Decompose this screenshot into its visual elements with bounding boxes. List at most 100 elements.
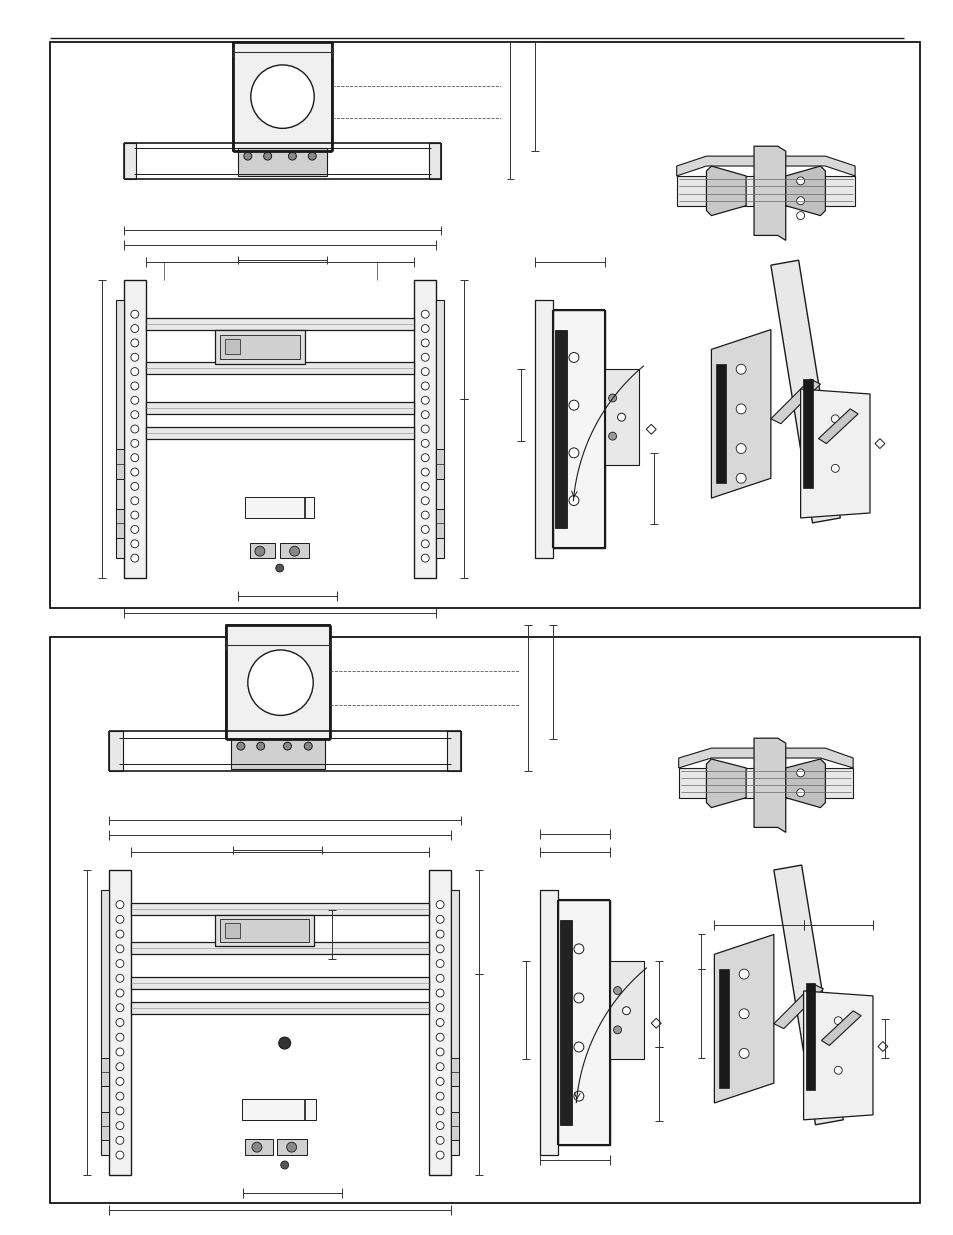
Circle shape (436, 1062, 443, 1071)
Bar (116, 300, 124, 558)
Circle shape (252, 1142, 262, 1152)
Circle shape (421, 468, 429, 475)
Circle shape (436, 915, 443, 924)
Polygon shape (818, 409, 857, 443)
Circle shape (436, 1034, 443, 1041)
Circle shape (421, 310, 429, 319)
Bar (429, 143, 440, 179)
Circle shape (568, 495, 578, 505)
Bar (226, 625, 330, 740)
Circle shape (436, 930, 443, 939)
Circle shape (278, 1037, 291, 1049)
Circle shape (263, 152, 272, 161)
Circle shape (283, 742, 291, 750)
Circle shape (436, 1092, 443, 1100)
Circle shape (116, 960, 124, 967)
Circle shape (288, 152, 296, 161)
Circle shape (421, 368, 429, 375)
Circle shape (421, 382, 429, 390)
Circle shape (116, 1092, 124, 1100)
Circle shape (289, 748, 295, 755)
Circle shape (116, 1151, 124, 1160)
Polygon shape (753, 146, 785, 241)
Circle shape (421, 411, 429, 419)
Circle shape (131, 338, 138, 347)
Bar (555, 330, 566, 529)
Bar (436, 300, 443, 558)
Bar (553, 310, 604, 548)
Circle shape (131, 440, 138, 447)
Circle shape (131, 368, 138, 375)
Polygon shape (651, 1019, 660, 1029)
Circle shape (568, 352, 578, 362)
Circle shape (421, 555, 429, 562)
Circle shape (131, 411, 138, 419)
Circle shape (254, 546, 265, 556)
Circle shape (830, 415, 839, 422)
Polygon shape (770, 379, 820, 424)
Circle shape (436, 960, 443, 967)
Bar (231, 740, 325, 769)
Circle shape (421, 338, 429, 347)
Circle shape (308, 152, 315, 161)
Circle shape (131, 425, 138, 433)
Circle shape (304, 742, 312, 750)
Circle shape (736, 473, 745, 483)
Circle shape (436, 1107, 443, 1115)
Circle shape (131, 325, 138, 332)
Circle shape (834, 1016, 841, 1025)
Bar (451, 1113, 458, 1140)
Circle shape (131, 511, 138, 519)
Polygon shape (676, 156, 854, 175)
Circle shape (256, 742, 264, 750)
Circle shape (116, 1019, 124, 1026)
Polygon shape (874, 438, 884, 448)
Polygon shape (753, 739, 785, 832)
Circle shape (796, 211, 803, 220)
Bar (101, 1113, 109, 1140)
Bar (146, 427, 414, 438)
Circle shape (574, 1092, 583, 1102)
Bar (279, 543, 309, 558)
Circle shape (244, 152, 252, 161)
Bar (250, 543, 274, 558)
Bar (215, 915, 314, 946)
Circle shape (116, 1062, 124, 1071)
Polygon shape (706, 165, 745, 216)
Polygon shape (802, 990, 872, 1120)
Bar (131, 977, 429, 989)
Circle shape (287, 1142, 296, 1152)
Bar (242, 1099, 316, 1120)
Bar (215, 330, 304, 364)
Circle shape (622, 1007, 630, 1015)
Bar (101, 1058, 109, 1086)
Circle shape (116, 900, 124, 909)
Polygon shape (676, 175, 854, 206)
Circle shape (421, 453, 429, 462)
Circle shape (436, 1151, 443, 1160)
Bar (276, 1139, 306, 1155)
Bar (801, 379, 812, 488)
Circle shape (796, 177, 803, 185)
Circle shape (116, 930, 124, 939)
Circle shape (421, 483, 429, 490)
Circle shape (436, 1121, 443, 1130)
Circle shape (275, 564, 283, 572)
Circle shape (421, 325, 429, 332)
Circle shape (421, 396, 429, 404)
Polygon shape (678, 748, 852, 768)
Bar (429, 869, 451, 1174)
Bar (109, 731, 123, 771)
Circle shape (436, 945, 443, 952)
Circle shape (613, 1026, 620, 1034)
Bar (436, 450, 443, 479)
Bar (124, 280, 146, 578)
Polygon shape (773, 864, 842, 1125)
Circle shape (251, 65, 314, 128)
Polygon shape (800, 389, 869, 517)
Bar (220, 919, 309, 942)
Circle shape (736, 404, 745, 414)
Circle shape (739, 1049, 748, 1058)
Circle shape (116, 1121, 124, 1130)
Circle shape (116, 989, 124, 997)
